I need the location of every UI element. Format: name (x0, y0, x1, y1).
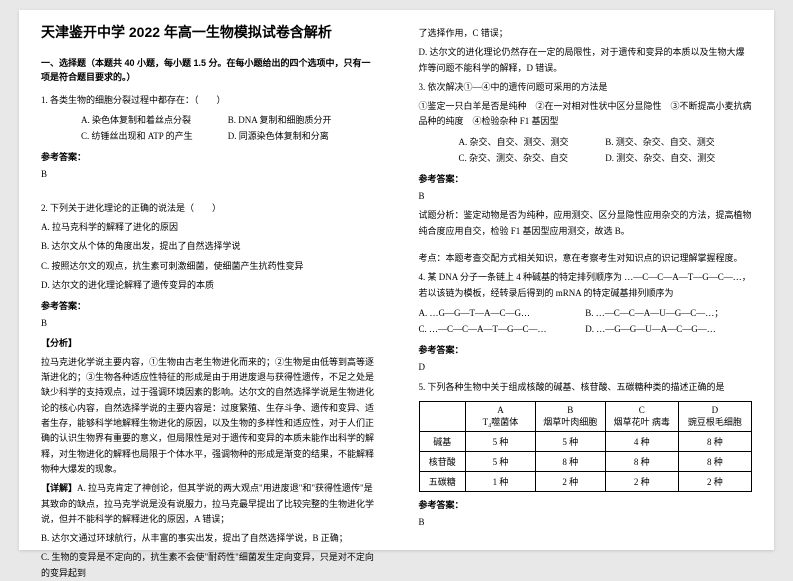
q2-stem: 2. 下列关于进化理论的正确的说法是（ ） (41, 201, 375, 216)
q4-stem: 4. 某 DNA 分子一条链上 4 种碱基的特定排列顺序为 …—C—C—A—T—… (419, 270, 753, 301)
column-right: 了选择作用，C 错误； D. 达尔文的进化理论仍然存在一定的局限性，对于遗传和变… (397, 22, 775, 538)
cell: 8 种 (605, 451, 678, 471)
q2-option-d: D. 达尔文的进化理论解释了遗传变异的本质 (41, 278, 375, 293)
q2-solve-c-cont: 了选择作用，C 错误； (419, 26, 753, 41)
column-left: 天津鉴开中学 2022 年高一生物模拟试卷含解析 一、选择题（本题共 40 小题… (19, 22, 397, 538)
q2-option-b: B. 达尔文从个体的角度出发，提出了自然选择学说 (41, 239, 375, 254)
main-title: 天津鉴开中学 2022 年高一生物模拟试卷含解析 (41, 22, 375, 42)
table-row: 五碳糖 1 种 2 种 2 种 2 种 (419, 471, 752, 491)
q5-table: A T₄噬菌体 B 烟草叶肉细胞 C 烟草花叶 病毒 D 豌豆根毛细胞 碱基 5… (419, 401, 753, 492)
solve-tag: 【详解】 (41, 483, 77, 493)
cell: 2 种 (535, 471, 605, 491)
q2-analysis: 拉马克进化学说主要内容，①生物由古老生物进化而来的；②生物是由低等到高等逐渐进化… (41, 355, 375, 477)
q4-option-d: D. …—G—G—U—A—C—G—… (585, 321, 752, 337)
cell: 1 种 (466, 471, 536, 491)
analysis-tag: 【分析】 (41, 336, 375, 351)
page: 天津鉴开中学 2022 年高一生物模拟试卷含解析 一、选择题（本题共 40 小题… (19, 10, 774, 550)
cell: 5 种 (466, 451, 536, 471)
q1-stem: 1. 各类生物的细胞分裂过程中都存在：（ ） (41, 93, 375, 108)
q5-stem: 5. 下列各种生物中关于组成核酸的碱基、核苷酸、五碳糖种类的描述正确的是 (419, 380, 753, 395)
q4-option-c: C. …—C—C—A—T—G—C—… (419, 321, 586, 337)
answer-label: 参考答案： (41, 150, 375, 163)
q1-options: A. 染色体复制和着丝点分裂 B. DNA 复制和细胞质分开 C. 纺锤丝出现和… (41, 112, 375, 144)
table-row: 碱基 5 种 5 种 4 种 8 种 (419, 431, 752, 451)
q2-solve-d: D. 达尔文的进化理论仍然存在一定的局限性，对于遗传和变异的本质以及生物大爆炸等… (419, 45, 753, 76)
q3-stem: 3. 依次解决①—④中的遗传问题可采用的方法是 (419, 80, 753, 95)
cell: 8 种 (535, 451, 605, 471)
q1-option-b: B. DNA 复制和细胞质分开 (228, 112, 375, 128)
answer-label-4: 参考答案： (419, 343, 753, 356)
th-d: D 豌豆根毛细胞 (678, 401, 751, 431)
cell: 5 种 (535, 431, 605, 451)
q3-option-b: B. 测交、杂交、自交、测交 (605, 134, 752, 150)
q3-option-a: A. 杂交、自交、测交、测交 (459, 134, 606, 150)
section-heading: 一、选择题（本题共 40 小题，每小题 1.5 分。在每小题给出的四个选项中，只… (41, 56, 375, 85)
cell: 碱基 (419, 431, 466, 451)
table-row: 核苷酸 5 种 8 种 8 种 8 种 (419, 451, 752, 471)
q2-option-c: C. 按照达尔文的观点，抗生素可刺激细菌，使细菌产生抗药性变异 (41, 259, 375, 274)
q1-option-d: D. 同源染色体复制和分离 (228, 128, 375, 144)
cell: 2 种 (605, 471, 678, 491)
q3-analysis: 试题分析：鉴定动物是否为纯种，应用测交、区分显隐性应用杂交的方法，提高植物纯合度… (419, 208, 753, 239)
answer-label-2: 参考答案： (41, 299, 375, 312)
q3-option-c: C. 杂交、测交、杂交、自交 (459, 150, 606, 166)
q3-option-d: D. 测交、杂交、自交、测交 (605, 150, 752, 166)
th-blank (419, 401, 466, 431)
q5-answer: B (419, 515, 753, 530)
q4-option-a: A. …G—G—T—A—C—G… (419, 305, 586, 321)
th-b: B 烟草叶肉细胞 (535, 401, 605, 431)
q2-answer: B (41, 316, 375, 331)
q4-option-b: B. …—C—C—A—U—G—C—…； (585, 305, 752, 321)
q2-option-a: A. 拉马克科学的解释了进化的原因 (41, 220, 375, 235)
q3-options: A. 杂交、自交、测交、测交 B. 测交、杂交、自交、测交 C. 杂交、测交、杂… (419, 134, 753, 166)
th-a: A T₄噬菌体 (466, 401, 536, 431)
q4-answer: D (419, 360, 753, 375)
cell: 8 种 (678, 451, 751, 471)
q3-sub: ①鉴定一只白羊是否是纯种 ②在一对相对性状中区分显隐性 ③不断提高小麦抗病品种的… (419, 99, 753, 130)
cell: 4 种 (605, 431, 678, 451)
q3-answer: B (419, 189, 753, 204)
q1-option-c: C. 纺锤丝出现和 ATP 的产生 (81, 128, 228, 144)
cell: 2 种 (678, 471, 751, 491)
q3-point: 考点：本题考查交配方式相关知识，意在考察考生对知识点的识记理解掌握程度。 (419, 251, 753, 266)
answer-label-3: 参考答案： (419, 172, 753, 185)
cell: 核苷酸 (419, 451, 466, 471)
answer-label-5: 参考答案： (419, 498, 753, 511)
q2-solve-c: C. 生物的变异是不定向的，抗生素不会使"耐药性"细菌发生定向变异，只是对不定向… (41, 550, 375, 581)
cell: 8 种 (678, 431, 751, 451)
q1-option-a: A. 染色体复制和着丝点分裂 (81, 112, 228, 128)
th-c: C 烟草花叶 病毒 (605, 401, 678, 431)
q4-options: A. …G—G—T—A—C—G… B. …—C—C—A—U—G—C—…； C. … (419, 305, 753, 337)
q1-answer: B (41, 167, 375, 182)
q2-solve-a: A. 拉马克肯定了神创论，但其学说的两大观点"用进废退"和"获得性遗传"是其致命… (41, 483, 374, 524)
cell: 5 种 (466, 431, 536, 451)
table-header-row: A T₄噬菌体 B 烟草叶肉细胞 C 烟草花叶 病毒 D 豌豆根毛细胞 (419, 401, 752, 431)
cell: 五碳糖 (419, 471, 466, 491)
q2-solve-b: B. 达尔文通过环球航行，从丰富的事实出发，提出了自然选择学说，B 正确； (41, 531, 375, 546)
